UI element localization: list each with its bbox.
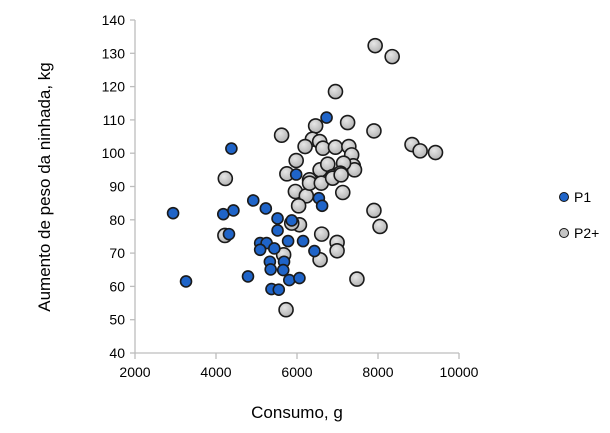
- point-p1: [283, 273, 296, 287]
- point-p2plus: [349, 271, 365, 287]
- point-p2plus: [313, 226, 330, 242]
- y-tick-label: 70: [109, 245, 125, 261]
- point-p2plus: [217, 170, 234, 187]
- point-p2plus: [297, 138, 313, 155]
- point-p1: [246, 194, 260, 207]
- point-p2plus: [339, 114, 356, 131]
- point-p1: [320, 111, 333, 124]
- point-p1: [281, 234, 295, 248]
- point-p1: [272, 283, 286, 297]
- legend-marker-p2: [559, 228, 569, 238]
- point-p2plus: [366, 123, 382, 139]
- y-tick-label: 60: [109, 278, 125, 294]
- point-p1: [222, 227, 236, 241]
- point-p1: [259, 202, 273, 215]
- point-p1: [285, 214, 299, 227]
- point-p1: [293, 271, 306, 285]
- point-p2plus: [412, 143, 428, 159]
- x-tick-label: 4000: [200, 364, 231, 380]
- point-p2plus: [333, 167, 349, 183]
- point-p1: [271, 212, 284, 225]
- legend-marker-p1: [559, 192, 569, 202]
- point-p2plus: [273, 127, 290, 144]
- point-p1: [308, 244, 321, 258]
- point-p1: [225, 142, 238, 155]
- point-p2plus: [327, 139, 344, 156]
- point-p2plus: [278, 301, 294, 318]
- legend-label-p1: P1: [574, 189, 591, 205]
- x-tick-label: 10000: [440, 364, 479, 380]
- point-p1: [241, 270, 255, 283]
- y-tick-label: 120: [102, 79, 126, 95]
- y-tick-label: 140: [102, 12, 126, 28]
- point-p1: [227, 204, 240, 217]
- y-tick-label: 130: [102, 45, 126, 61]
- point-p2plus: [366, 202, 382, 219]
- y-tick-label: 80: [109, 212, 125, 228]
- point-p2plus: [427, 144, 444, 161]
- point-p2plus: [384, 48, 400, 65]
- x-tick-label: 6000: [281, 364, 312, 380]
- point-p1: [268, 242, 281, 255]
- y-tick-label: 40: [109, 345, 125, 361]
- point-p2plus: [367, 37, 383, 54]
- y-tick-label: 90: [109, 179, 125, 195]
- y-tick-label: 110: [103, 112, 126, 128]
- x-axis-label: Consumo, g: [251, 403, 343, 422]
- x-tick-label: 2000: [119, 364, 150, 380]
- y-tick-label: 100: [102, 145, 126, 161]
- point-p1: [296, 234, 310, 248]
- point-p1: [179, 275, 193, 288]
- point-p2plus: [288, 152, 304, 169]
- x-tick-label: 8000: [362, 364, 393, 380]
- legend: P1 P2+: [559, 189, 599, 241]
- point-p1: [315, 199, 329, 213]
- y-tick-label: 50: [109, 312, 125, 328]
- point-p2plus: [307, 118, 324, 134]
- point-p2plus: [334, 184, 351, 201]
- point-p2plus: [329, 242, 345, 259]
- point-p2plus: [290, 198, 307, 214]
- point-p1: [166, 206, 180, 220]
- point-p2plus: [327, 83, 344, 100]
- point-p1: [271, 224, 284, 237]
- y-axis-label: Aumento de peso da ninhada, kg: [35, 62, 54, 312]
- point-p2plus: [372, 218, 388, 235]
- point-p1: [253, 243, 267, 257]
- point-p1: [264, 263, 277, 276]
- point-p1: [289, 168, 303, 181]
- point-p1: [276, 263, 290, 277]
- legend-label-p2: P2+: [574, 225, 599, 241]
